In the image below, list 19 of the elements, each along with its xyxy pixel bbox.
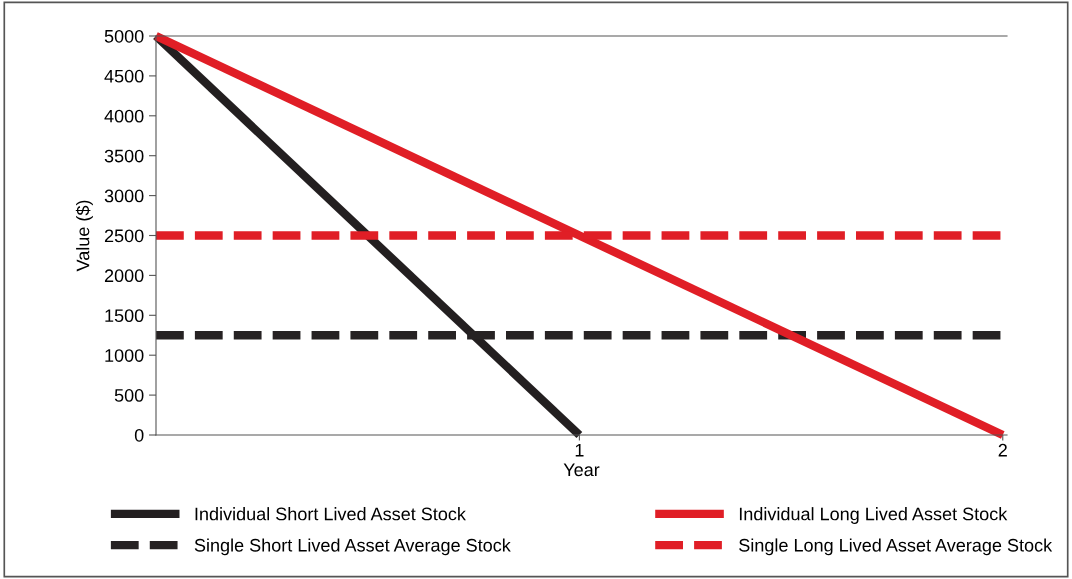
y-tick-label: 3500 bbox=[104, 149, 144, 163]
y-tick-label: 500 bbox=[114, 389, 144, 402]
legend-label: Individual Long Lived Asset Stock bbox=[739, 507, 1008, 524]
legend-label: Single Short Lived Asset Average Stock bbox=[194, 538, 511, 556]
legend-label: Individual Short Lived Asset Stock bbox=[195, 507, 466, 521]
x-tick-label: 1 bbox=[575, 444, 584, 457]
x-tick-label: 2 bbox=[998, 443, 1007, 457]
y-tick-label: 0 bbox=[134, 428, 144, 442]
legend-label: Single Long Lived Asset Average Stock bbox=[739, 538, 1053, 556]
y-tick-label: 1500 bbox=[105, 309, 144, 323]
y-tick-label: 2000 bbox=[104, 269, 144, 283]
y-tick-label: 4500 bbox=[104, 69, 144, 83]
y-tick-label: 2500 bbox=[104, 229, 144, 243]
x-axis-title: Year bbox=[563, 463, 600, 477]
y-tick-label: 3000 bbox=[104, 189, 144, 203]
y-tick-label: 1000 bbox=[105, 349, 144, 362]
y-tick-label: 4000 bbox=[104, 109, 144, 123]
y-tick-label: 5000 bbox=[104, 29, 144, 43]
y-axis-title: Value ($) bbox=[75, 200, 93, 272]
